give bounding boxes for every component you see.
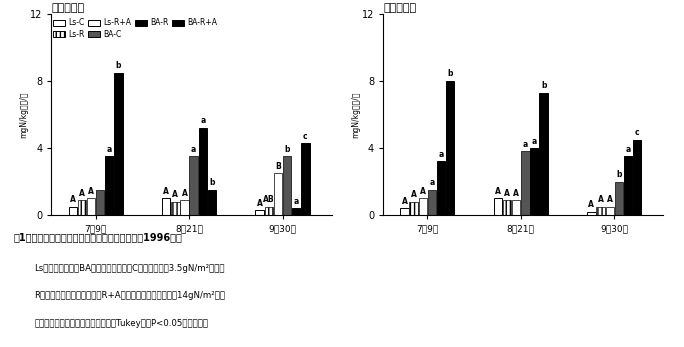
Bar [96,190,105,215]
Text: R：小麦残渣＋硫安少量区、R+A：小麦残渣＋硫安多量！14gN/m²）区: R：小麦残渣＋硫安少量区、R+A：小麦残渣＋硫安多量！14gN/m²）区 [34,291,225,301]
Bar [540,93,548,215]
Bar [274,173,282,215]
Bar [503,200,511,215]
Text: c: c [635,128,640,137]
Text: b: b [447,69,453,78]
Bar [596,207,605,215]
Bar [189,156,198,215]
Text: a: a [293,197,299,206]
Text: AB: AB [263,195,274,204]
Bar [68,207,77,215]
Bar [114,73,122,215]
Text: A: A [420,187,425,196]
Text: b: b [285,145,290,154]
Text: A: A [79,188,85,197]
Text: A: A [163,187,169,196]
Bar [198,128,207,215]
Text: B: B [275,162,281,171]
Text: A: A [513,188,519,197]
Legend: Ls-C, Ls-R, Ls-R+A, BA-C, BA-R, BA-R+A: Ls-C, Ls-R, Ls-R+A, BA-C, BA-R, BA-R+A [52,18,218,40]
Text: b: b [116,61,121,70]
Text: 図1　土壌窒素無機化速度と有機化速度の推移（1996年）: 図1 土壌窒素無機化速度と有機化速度の推移（1996年） [14,232,183,243]
Text: a: a [430,178,434,187]
Bar [428,190,436,215]
Bar [521,151,529,215]
Text: 異なる英文字は処理間での有意差（Tukey検定P<0.05）を示す。: 異なる英文字は処理間での有意差（Tukey検定P<0.05）を示す。 [34,319,208,328]
Text: 有機化速度: 有機化速度 [383,3,416,13]
Text: A: A [495,187,501,196]
Text: A: A [504,188,510,197]
Text: A: A [402,197,408,206]
Text: b: b [209,178,215,187]
Bar [181,200,189,215]
Text: a: a [191,145,196,154]
Bar [301,143,310,215]
Text: a: a [625,145,631,154]
Bar [624,156,632,215]
Bar [78,200,86,215]
Text: A: A [607,195,613,204]
Text: A: A [172,190,179,199]
Bar [419,198,427,215]
Text: A: A [181,188,187,197]
Bar [633,139,642,215]
Text: a: a [438,150,444,159]
Y-axis label: mgN/kg乐土/日: mgN/kg乐土/日 [20,91,29,138]
Bar [588,212,596,215]
Text: c: c [303,132,308,141]
Bar [530,148,539,215]
Bar [437,161,445,215]
Text: a: a [107,145,112,154]
Bar [292,209,300,215]
Text: Ls：褐色低地土、BA：褐色火山性土、C：硫安少量（3.5gN/m²）区、: Ls：褐色低地土、BA：褐色火山性土、C：硫安少量（3.5gN/m²）区、 [34,264,225,273]
Bar [256,210,264,215]
Text: A: A [70,195,76,204]
Bar [283,156,291,215]
Bar [494,198,502,215]
Bar [265,207,273,215]
Y-axis label: mgN/kg乐土/日: mgN/kg乐土/日 [352,91,360,138]
Bar [171,202,179,215]
Text: a: a [532,136,537,145]
Bar [410,202,418,215]
Bar [512,200,521,215]
Text: b: b [541,81,547,90]
Text: 無機化速度: 無機化速度 [51,3,84,13]
Bar [446,81,454,215]
Bar [605,207,614,215]
Text: A: A [410,190,417,199]
Bar [105,156,114,215]
Bar [87,198,95,215]
Text: A: A [598,195,603,204]
Text: a: a [523,140,528,149]
Bar [162,198,170,215]
Bar [400,209,408,215]
Text: A: A [88,187,94,196]
Text: A: A [256,198,263,208]
Bar [208,190,216,215]
Text: a: a [200,116,205,125]
Bar [615,181,623,215]
Text: b: b [616,170,622,179]
Text: A: A [588,200,594,209]
